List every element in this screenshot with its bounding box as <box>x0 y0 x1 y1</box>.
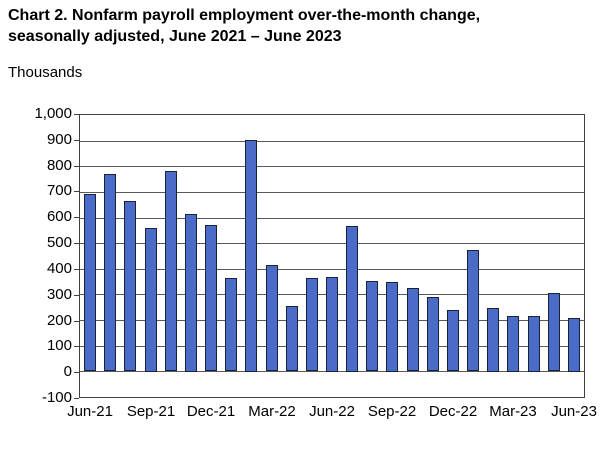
gridline <box>80 166 584 167</box>
y-tick-label: 500 <box>46 234 72 251</box>
bar-dec-21 <box>205 225 217 371</box>
x-tick-label: Mar-22 <box>248 403 296 420</box>
y-tick-label: 1,000 <box>34 105 72 122</box>
gridline <box>80 243 584 244</box>
gridline <box>80 218 584 219</box>
bar-apr-22 <box>286 306 298 371</box>
bar-feb-23 <box>487 308 499 372</box>
bar-may-22 <box>306 278 318 371</box>
bar-nov-21 <box>185 214 197 372</box>
y-axis-units-label: Thousands <box>8 64 83 81</box>
y-tick-label: 0 <box>63 363 72 380</box>
x-tick-label: Dec-22 <box>428 403 478 420</box>
plot-area <box>79 114 585 398</box>
bar-oct-21 <box>165 171 177 371</box>
bar-sep-21 <box>145 228 157 372</box>
bar-jul-21 <box>104 174 116 371</box>
chart-title-line1: Chart 2. Nonfarm payroll employment over… <box>8 7 481 24</box>
y-tick-mark <box>74 243 79 244</box>
bar-mar-23 <box>507 316 519 372</box>
x-tick-label: Sep-21 <box>126 403 176 420</box>
bar-mar-22 <box>266 265 278 371</box>
y-tick-label: 100 <box>46 337 72 354</box>
x-tick-label: Jun-22 <box>309 403 355 420</box>
x-tick-label: Mar-23 <box>489 403 537 420</box>
bar-may-23 <box>548 293 560 371</box>
y-tick-mark <box>74 114 79 115</box>
bar-jun-23 <box>568 318 580 372</box>
y-tick-mark <box>74 140 79 141</box>
y-tick-mark <box>74 166 79 167</box>
bar-sep-22 <box>386 282 398 372</box>
bar-oct-22 <box>407 288 419 371</box>
bar-jan-23 <box>467 250 479 371</box>
y-tick-label: 400 <box>46 260 72 277</box>
y-tick-label: 200 <box>46 312 72 329</box>
y-tick-mark <box>74 398 79 399</box>
y-tick-mark <box>74 217 79 218</box>
y-tick-mark <box>74 295 79 296</box>
y-tick-label: -100 <box>41 389 72 406</box>
bar-dec-22 <box>447 310 459 371</box>
y-tick-label: 800 <box>46 157 72 174</box>
gridline <box>80 192 584 193</box>
y-tick-mark <box>74 346 79 347</box>
y-tick-label: 300 <box>46 286 72 303</box>
y-tick-mark <box>74 372 79 373</box>
bar-jun-21 <box>84 194 96 371</box>
x-tick-label: Jun-23 <box>551 403 597 420</box>
x-tick-label: Jun-21 <box>67 403 113 420</box>
y-tick-label: 700 <box>46 182 72 199</box>
y-tick-label: 900 <box>46 131 72 148</box>
bar-aug-22 <box>366 281 378 371</box>
y-tick-label: 600 <box>46 208 72 225</box>
chart-title-line2: seasonally adjusted, June 2021 – June 20… <box>8 28 342 45</box>
bar-jun-22 <box>326 277 338 372</box>
y-tick-mark <box>74 191 79 192</box>
bar-jul-22 <box>346 226 358 372</box>
bar-feb-22 <box>245 140 257 372</box>
x-tick-label: Sep-22 <box>367 403 417 420</box>
gridline <box>80 141 584 142</box>
y-tick-mark <box>74 321 79 322</box>
chart-title: Chart 2. Nonfarm payroll employment over… <box>8 5 480 47</box>
bar-apr-23 <box>528 316 540 372</box>
bar-jan-22 <box>225 278 237 371</box>
y-tick-mark <box>74 269 79 270</box>
x-tick-label: Dec-21 <box>186 403 236 420</box>
bar-nov-22 <box>427 297 439 371</box>
bar-aug-21 <box>124 201 136 371</box>
gridline <box>80 269 584 270</box>
